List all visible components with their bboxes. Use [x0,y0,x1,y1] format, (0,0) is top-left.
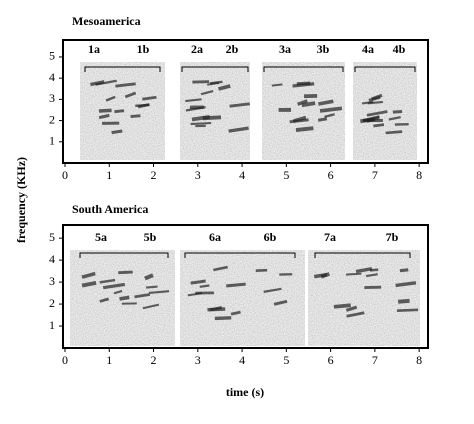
segment-label: 4a [362,42,374,56]
call-streak [82,283,96,286]
call-streak [290,120,309,122]
call-streak [373,125,383,126]
call-streak [118,272,132,273]
segment-label: 6b [264,230,277,244]
call-streak [120,297,130,299]
call-streak [318,119,327,120]
x-tick-label: 4 [239,168,245,182]
call-streak [296,128,313,130]
call-streak [226,284,245,286]
y-tick-label: 4 [49,70,55,84]
call-streak [386,132,403,133]
segment-label: 7a [324,230,336,244]
call-streak [398,301,409,302]
x-tick-label: 1 [106,353,112,367]
segment-label: 3b [317,42,330,56]
spectrogram-noise [308,250,420,346]
call-streak [142,97,156,99]
call-streak [215,318,231,319]
x-tick-label: 5 [283,353,289,367]
segment-label: 5b [144,230,157,244]
spectrogram-noise [180,250,305,346]
call-streak [397,310,418,311]
call-streak [146,287,157,288]
call-streak [393,111,402,112]
segment-label: 3a [279,42,291,56]
call-streak [135,105,149,106]
call-streak [297,83,310,84]
call-streak [112,131,123,133]
call-streak [207,309,225,310]
y-tick-label: 5 [49,230,55,244]
call-streak [231,312,240,314]
call-streak [346,274,361,275]
call-streak [191,123,212,124]
call-streak [114,111,124,112]
x-tick-label: 3 [195,353,201,367]
segment-label: 6a [209,230,221,244]
spectrogram-noise [180,62,250,160]
x-tick-label: 6 [328,168,334,182]
call-streak [131,116,141,117]
y-tick-label: 2 [49,296,55,310]
x-tick-label: 7 [372,353,378,367]
x-tick-label: 2 [151,353,157,367]
y-tick-label: 4 [49,252,55,266]
y-tick-label: 1 [49,134,55,148]
x-tick-label: 2 [151,168,157,182]
call-streak [320,108,342,111]
y-tick-label: 1 [49,318,55,332]
y-tick-label: 5 [49,49,55,63]
call-streak [200,285,210,286]
segment-label: 4b [393,42,406,56]
x-tick-label: 6 [328,353,334,367]
y-axis-label: frequency (KHz) [14,157,28,243]
segment-label: 1b [137,42,150,56]
segment-label: 2b [226,42,239,56]
call-streak [334,305,351,307]
x-axis-label: time (s) [226,385,264,399]
call-streak [99,110,112,111]
x-tick-label: 7 [372,168,378,182]
segment-label: 7b [386,230,399,244]
x-tick-label: 8 [416,353,422,367]
x-tick-label: 5 [283,168,289,182]
y-tick-label: 3 [49,91,55,105]
segment-label: 2a [191,42,203,56]
x-tick-label: 0 [62,168,68,182]
x-tick-label: 0 [62,353,68,367]
segment-label: 5a [95,230,107,244]
call-streak [192,117,210,120]
call-streak [314,275,327,277]
panel-title: South America [72,202,148,216]
y-tick-label: 2 [49,112,55,126]
segment-label: 1a [88,42,100,56]
call-streak [400,270,408,271]
x-tick-label: 4 [239,353,245,367]
x-tick-label: 3 [195,168,201,182]
y-tick-label: 3 [49,274,55,288]
call-streak [272,84,283,85]
x-tick-label: 1 [106,168,112,182]
x-tick-label: 8 [416,168,422,182]
panel-title: Mesoamerica [72,14,141,28]
call-streak [191,281,206,283]
